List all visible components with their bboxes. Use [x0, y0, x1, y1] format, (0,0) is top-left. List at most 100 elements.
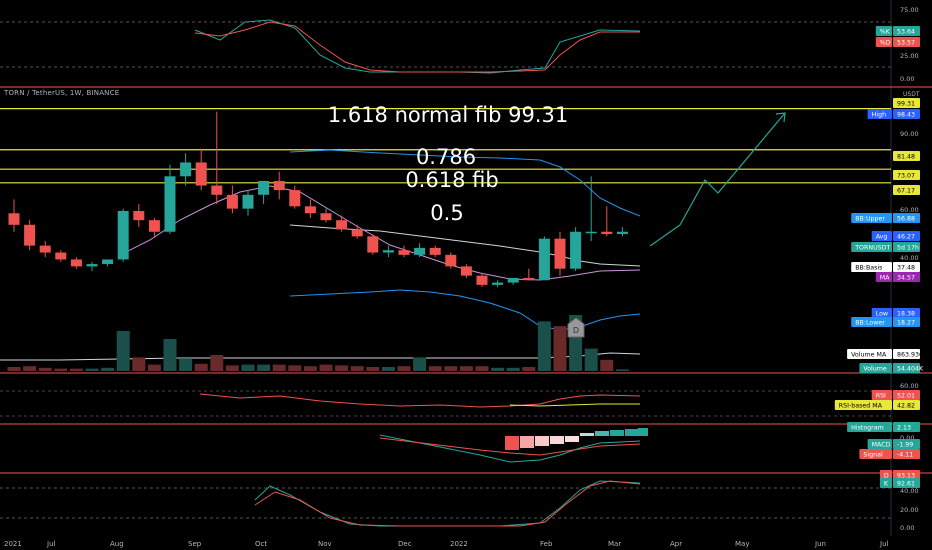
badge-label-bg	[871, 390, 892, 400]
candle-body	[460, 266, 472, 276]
volume-bar	[38, 367, 52, 371]
candle-body	[70, 259, 82, 267]
volume-bar	[23, 366, 37, 371]
volume-bar	[537, 321, 551, 371]
badge-value-bg	[893, 272, 920, 282]
volume-bar	[69, 368, 83, 371]
badge-label-bg	[851, 242, 892, 252]
candle-body	[133, 210, 145, 221]
volume-bar	[101, 367, 115, 371]
arrow-head-icon	[775, 112, 786, 123]
time-axis-label: Jun	[814, 540, 826, 548]
time-axis-label: Aug	[110, 540, 124, 548]
fib-1618-annotation: 1.618 normal fib 99.31	[328, 103, 568, 127]
candle-body	[242, 194, 254, 209]
badge-label: High	[872, 112, 886, 119]
badge-value: 18.38	[897, 311, 915, 318]
volume-bar	[381, 367, 395, 371]
volume-bar	[116, 331, 130, 371]
price-tick: 40.00	[900, 254, 919, 262]
badge-value: 67.17	[897, 188, 915, 195]
badge-value-bg	[893, 422, 920, 432]
badge-label-bg	[851, 262, 892, 272]
bb-basis-line	[289, 224, 641, 267]
volume-bar	[288, 365, 302, 371]
candle-body	[320, 213, 332, 221]
stoch-bottom-tick: 20.00	[900, 506, 919, 514]
volume-bar	[7, 367, 21, 371]
stoch-bottom-tick: 0.00	[900, 524, 914, 532]
badge-value: 99.31	[897, 101, 915, 108]
badge-label: BB:Lower	[855, 320, 885, 327]
candle-body	[102, 259, 114, 265]
macd-tick: 0.00	[900, 434, 914, 442]
value-badges: %K 53.64 %D 53.57 99.31 High 98.43 81.48 73.07 67…	[834, 26, 928, 488]
badge-label: %D	[880, 40, 891, 47]
badge-value-bg	[893, 400, 920, 410]
badge-label-bg	[875, 37, 892, 47]
volume-bar	[397, 366, 411, 371]
volume-bar	[600, 359, 614, 371]
fib-0618-annotation: 0.618 fib	[405, 168, 498, 192]
volume-bar	[257, 364, 271, 371]
badge-value-bg	[893, 213, 920, 223]
badge-value: 73.07	[897, 173, 915, 180]
stoch-bottom-d-line	[254, 480, 641, 527]
time-axis-label: Mar	[608, 540, 621, 548]
time-axis-label: Nov	[318, 540, 332, 548]
badge-value: 34.57	[897, 275, 915, 282]
time-axis-label: Dec	[398, 540, 412, 548]
volume-bar	[491, 367, 505, 371]
time-axis-label: 2021	[4, 540, 22, 548]
volume-bar	[85, 368, 99, 371]
badge-value: 53.64	[897, 29, 915, 36]
badge-value: 81.48	[897, 154, 915, 161]
badge-value-bg	[893, 151, 920, 161]
candle-body	[398, 250, 410, 255]
time-axis-label: Jul	[879, 540, 889, 548]
badge-value-bg	[893, 317, 920, 327]
candle-body	[226, 194, 238, 209]
candle-body	[445, 254, 457, 267]
candle-body	[289, 190, 301, 207]
candle-body	[492, 282, 504, 285]
badge-label: Volume	[863, 366, 887, 373]
badge-value: 5d 17h	[897, 245, 919, 252]
volume-bar	[615, 369, 629, 371]
badge-value-bg	[893, 185, 920, 195]
badge-value: 53.57	[897, 40, 915, 47]
time-axis-label: May	[735, 540, 749, 548]
badge-label: MA	[880, 275, 890, 282]
badge-label-bg	[875, 26, 892, 36]
badge-label-bg	[859, 363, 892, 373]
badge-value-bg	[893, 98, 920, 108]
badge-value-bg	[893, 470, 920, 480]
volume-bar	[366, 367, 380, 371]
badge-label: Volume MA	[851, 352, 887, 359]
badge-value-bg	[893, 390, 920, 400]
volume-bar	[335, 365, 349, 371]
stoch-top-d-line	[194, 21, 640, 73]
volume-bar	[272, 364, 286, 371]
candle-body	[382, 250, 394, 253]
candle-body	[148, 220, 160, 232]
candle-body	[616, 231, 628, 235]
stoch-top-tick: 75.00	[900, 6, 919, 14]
volume-bar	[319, 364, 333, 371]
stoch-top-tick: 25.00	[900, 52, 919, 60]
dividend-marker-icon: D	[567, 317, 585, 338]
badge-value: 42.82	[897, 403, 915, 410]
badge-label: BB:Upper	[855, 216, 885, 223]
badge-label: BB:Basis	[855, 265, 882, 272]
time-axis-label: 2022	[450, 540, 468, 548]
candle-body	[554, 238, 566, 269]
badge-label: TORNUSDT	[854, 245, 890, 252]
badge-label: RSI	[876, 393, 886, 400]
volume-bar	[475, 366, 489, 371]
badge-label-bg	[847, 422, 892, 432]
volume-bar	[210, 355, 224, 371]
volume-bar	[179, 358, 193, 371]
volume-bar	[147, 364, 161, 371]
candle-body	[8, 213, 20, 225]
